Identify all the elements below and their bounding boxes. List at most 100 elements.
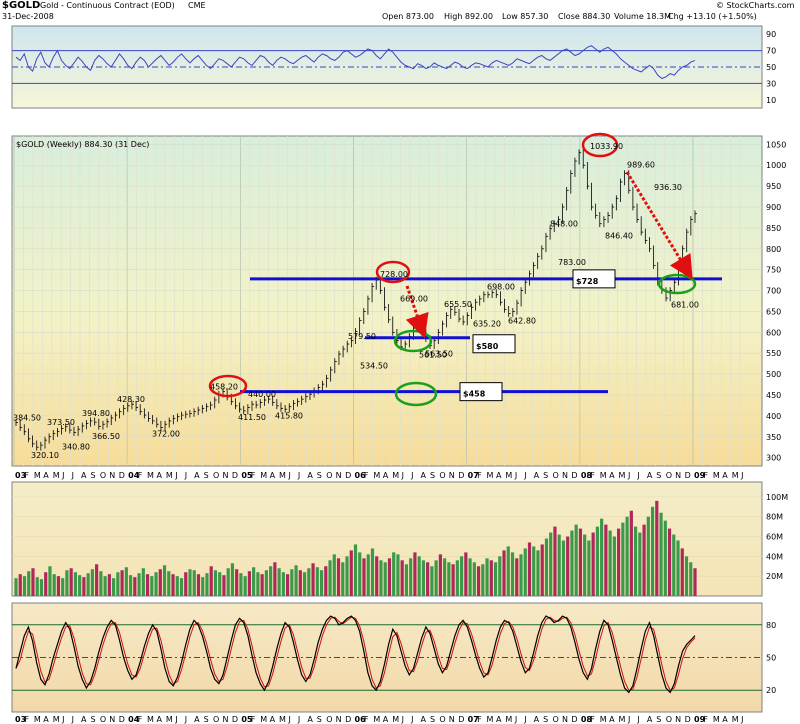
bottom-x-month-tick: J	[297, 715, 300, 724]
volume-bar	[455, 560, 459, 596]
price-x-month-tick: J	[61, 471, 64, 480]
bottom-x-month-tick: 05	[241, 715, 253, 724]
bottom-x-month-tick: S	[430, 715, 435, 724]
bottom-x-month-tick: J	[184, 715, 187, 724]
volume-bar	[336, 558, 341, 596]
price-annotation: 936.30	[654, 183, 682, 192]
bottom-x-month-tick: M	[260, 715, 267, 724]
panel-price	[11, 135, 763, 467]
bottom-x-month-tick: F	[477, 715, 482, 724]
support-label: $458	[463, 390, 486, 399]
price-x-month-tick: 06	[355, 471, 367, 480]
price-x-month-tick: F	[138, 471, 143, 480]
volume-bar	[65, 570, 69, 596]
price-y-tick: 900	[766, 203, 781, 212]
volume-bar	[239, 573, 243, 596]
bottom-x-month-tick: J	[174, 715, 177, 724]
price-annotation: 384.50	[13, 413, 41, 422]
bottom-y-tick: 80	[766, 621, 776, 630]
bottom-x-month-tick: 08	[581, 715, 593, 724]
price-y-tick: 450	[766, 391, 781, 400]
price-x-month-tick: N	[449, 471, 455, 480]
bottom-x-month-tick: A	[81, 715, 87, 724]
price-y-tick: 350	[766, 433, 781, 442]
price-annotation: 440.00	[248, 390, 276, 399]
volume-bar	[646, 516, 650, 596]
volume-bar	[485, 558, 489, 596]
bottom-x-month-tick: M	[505, 715, 512, 724]
volume-bar	[655, 500, 659, 596]
volume-bar	[510, 552, 515, 596]
bottom-x-month-tick: N	[562, 715, 568, 724]
volume-bar	[353, 544, 358, 596]
top-y-tick: 50	[766, 63, 776, 72]
price-x-month-tick: M	[713, 471, 720, 480]
volume-bar	[574, 524, 578, 596]
price-x-month-tick: S	[430, 471, 435, 480]
price-x-month-tick: J	[740, 471, 743, 480]
volume-bar	[693, 568, 697, 596]
support-label-box	[459, 382, 503, 402]
bottom-signal-line	[15, 616, 696, 691]
volume-bar	[358, 552, 362, 596]
bottom-x-month-tick: M	[147, 715, 154, 724]
bottom-x-month-tick: J	[71, 715, 74, 724]
bottom-x-month-tick: M	[53, 715, 60, 724]
volume-y-tick: 80M	[766, 513, 783, 522]
bottom-x-month-tick: J	[514, 715, 517, 724]
highlight-ellipse-red	[208, 374, 248, 398]
volume-bar	[78, 575, 82, 596]
price-panel-title: $GOLD (Weekly) 884.30 (31 Dec)	[16, 140, 149, 149]
price-x-month-tick: F	[477, 471, 482, 480]
volume-bar	[625, 516, 629, 596]
volume-bar	[617, 528, 621, 596]
highlight-ellipse-red	[581, 132, 619, 158]
close-value: Close 884.30	[558, 12, 611, 21]
volume-bar	[205, 573, 209, 596]
volume-bar	[413, 552, 417, 596]
volume-bar	[73, 572, 78, 596]
bottom-x-month-tick: A	[383, 715, 389, 724]
volume-bar	[557, 534, 561, 596]
bottom-x-month-tick: A	[496, 715, 502, 724]
price-x-month-tick: J	[636, 471, 639, 480]
volume-bar	[387, 558, 392, 596]
price-x-month-tick: M	[147, 471, 154, 480]
price-y-tick: 950	[766, 182, 781, 191]
volume-bar	[302, 572, 307, 596]
price-x-month-tick: N	[222, 471, 228, 480]
price-x-month-tick: A	[421, 471, 427, 480]
volume-bar	[324, 566, 328, 596]
price-annotation: 846.40	[605, 231, 633, 240]
volume-bar	[213, 570, 218, 596]
price-x-month-tick: 04	[128, 471, 140, 480]
volume-bar	[86, 573, 90, 596]
price-annotation: 783.00	[558, 258, 586, 267]
high-value: High 892.00	[444, 12, 493, 21]
volume-bar	[663, 520, 667, 596]
volume-bar	[281, 572, 285, 596]
price-x-month-tick: J	[410, 471, 413, 480]
price-annotation: 428.30	[117, 395, 145, 404]
volume-bar	[162, 565, 167, 596]
volume-bar	[472, 562, 476, 596]
volume-bar	[218, 572, 222, 596]
volume-bar	[31, 568, 35, 596]
price-annotation: 728.00	[380, 270, 408, 279]
volume-bar	[642, 524, 646, 596]
price-x-month-tick: J	[401, 471, 404, 480]
top-y-tick: 70	[766, 47, 776, 56]
price-y-tick: 550	[766, 349, 781, 358]
volume-bar	[464, 552, 468, 596]
volume-bar	[179, 578, 184, 596]
price-x-month-tick: O	[553, 471, 559, 480]
price-x-month-tick: O	[439, 471, 445, 480]
bottom-x-month-tick: F	[590, 715, 595, 724]
chart-header: $GOLD Gold - Continuous Contract (EOD) C…	[0, 0, 800, 26]
volume-bar	[396, 554, 400, 596]
price-annotation: 561.50	[419, 350, 447, 359]
bottom-x-month-tick: A	[156, 715, 162, 724]
volume-bar	[638, 532, 642, 596]
price-x-month-tick: D	[232, 471, 238, 480]
volume-bar	[315, 567, 319, 596]
